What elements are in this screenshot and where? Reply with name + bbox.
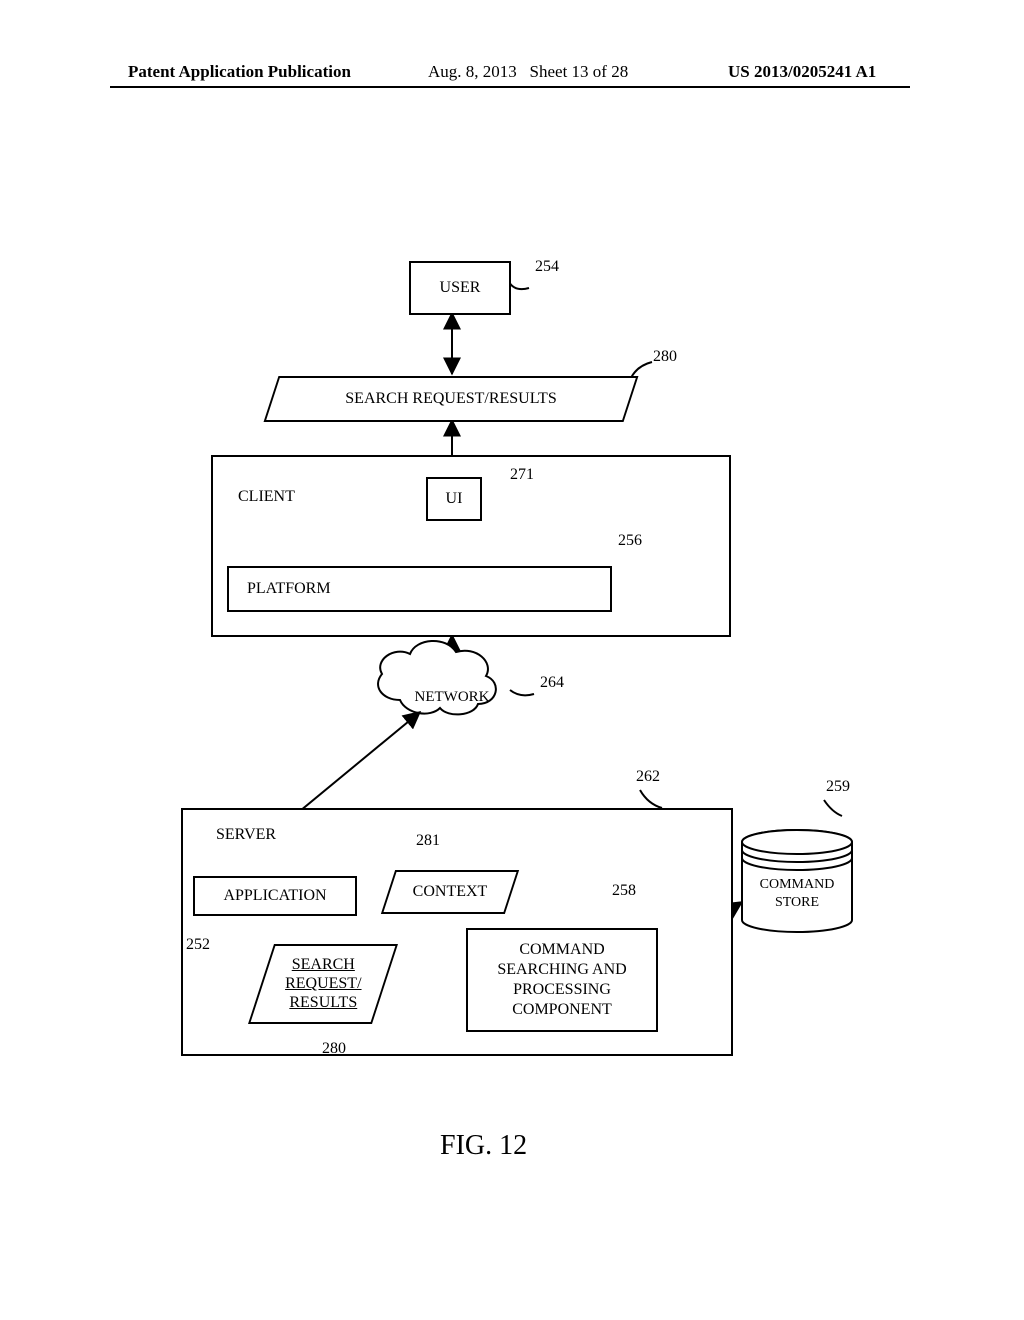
search-request-results-top: SEARCH REQUEST/RESULTS <box>264 376 639 422</box>
search-request-results-bottom: SEARCH REQUEST/ RESULTS <box>248 944 398 1024</box>
ui-box: UI <box>426 477 482 521</box>
page: Patent Application Publication Aug. 8, 2… <box>0 0 1024 1320</box>
user-box: USER <box>409 261 511 315</box>
flag-259 <box>824 800 842 816</box>
srr-top-label: SEARCH REQUEST/RESULTS <box>273 378 629 420</box>
user-label: USER <box>440 279 481 297</box>
ref-258: 258 <box>612 882 636 900</box>
flag-262 <box>640 790 662 808</box>
network-cloud <box>378 641 496 714</box>
ref-252: 252 <box>186 936 210 954</box>
command-store-cylinder <box>742 830 852 932</box>
command-store-line2: STORE <box>775 895 819 910</box>
diagram-svg: NETWORK <box>0 0 1024 1320</box>
command-store-line1: COMMAND <box>760 877 835 892</box>
header-date-text: Aug. 8, 2013 <box>428 62 517 81</box>
figure-caption: FIG. 12 <box>440 1130 527 1162</box>
flag-254 <box>509 282 529 289</box>
context-label: CONTEXT <box>390 872 510 912</box>
context-para: CONTEXT <box>381 870 519 914</box>
ref-281: 281 <box>416 832 440 850</box>
server-label: SERVER <box>216 826 276 844</box>
ref-256: 256 <box>618 532 642 550</box>
ref-280-top: 280 <box>653 348 677 366</box>
flag-264 <box>510 690 534 695</box>
header-pubno: US 2013/0205241 A1 <box>728 62 876 82</box>
ui-label: UI <box>446 490 463 508</box>
client-label: CLIENT <box>238 488 295 506</box>
platform-box: PLATFORM <box>227 566 612 612</box>
ref-271: 271 <box>510 466 534 484</box>
network-label-svg: NETWORK <box>415 689 490 705</box>
ref-259: 259 <box>826 778 850 796</box>
ref-254: 254 <box>535 258 559 276</box>
ref-262: 262 <box>636 768 660 786</box>
header-sheet: Sheet 13 of 28 <box>530 62 629 81</box>
ref-264: 264 <box>540 674 564 692</box>
ref-280-bottom: 280 <box>322 1040 346 1058</box>
header-left: Patent Application Publication <box>128 62 351 82</box>
platform-label: PLATFORM <box>247 580 331 598</box>
header-date: Aug. 8, 2013 Sheet 13 of 28 <box>428 62 628 82</box>
application-label: APPLICATION <box>223 887 326 905</box>
command-component-box: COMMAND SEARCHING AND PROCESSING COMPONE… <box>466 928 658 1032</box>
command-component-label: COMMAND SEARCHING AND PROCESSING COMPONE… <box>497 940 626 1020</box>
application-box: APPLICATION <box>193 876 357 916</box>
header-rule <box>110 86 910 88</box>
srr-bottom-label: SEARCH REQUEST/ RESULTS <box>285 955 361 1013</box>
